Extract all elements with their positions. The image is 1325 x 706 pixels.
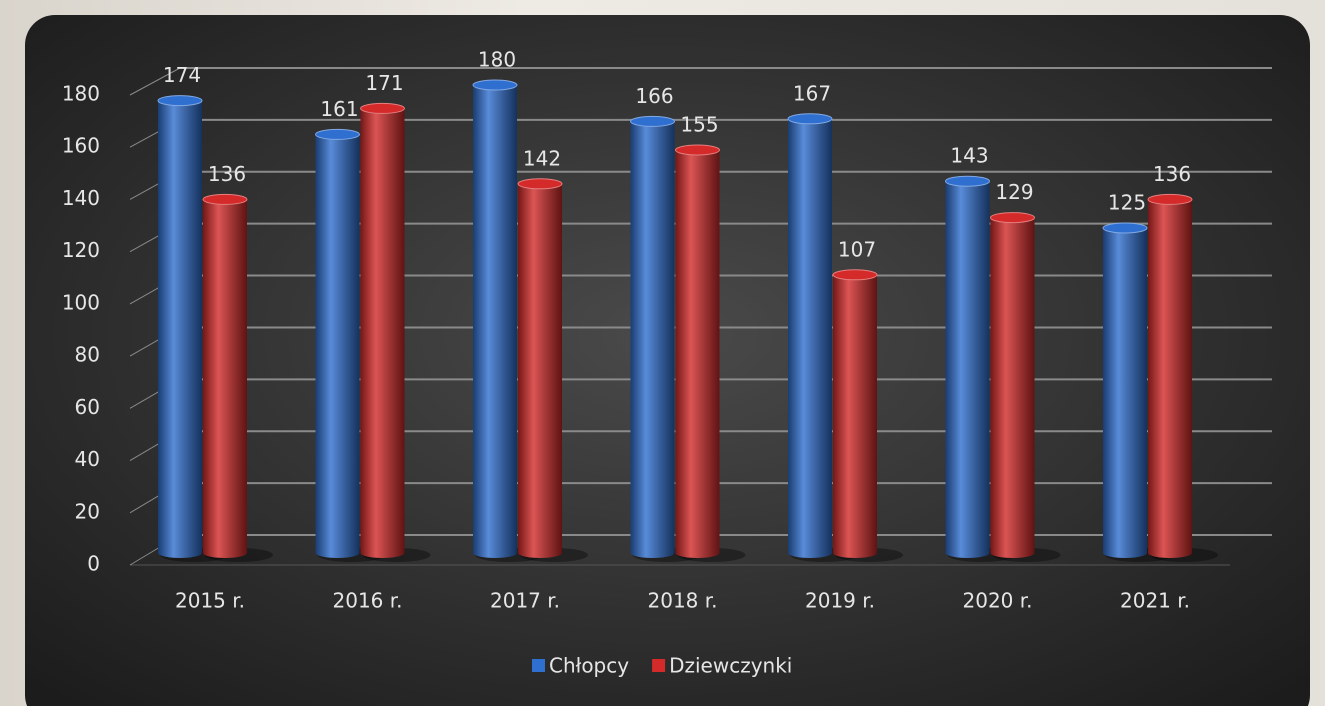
bar-cap — [1102, 222, 1148, 234]
value-label: 166 — [635, 84, 673, 108]
bar-bottom — [518, 548, 562, 558]
bar-cap — [472, 79, 518, 91]
bar-cap — [990, 212, 1035, 224]
y-tick-label: 140 — [62, 186, 100, 210]
bar-bottom — [833, 548, 877, 558]
bar-bottom — [315, 548, 360, 558]
bar — [787, 113, 833, 558]
bar — [472, 79, 518, 558]
value-label: 167 — [793, 81, 831, 105]
y-tick-label: 20 — [75, 499, 100, 523]
bar-body — [788, 118, 832, 554]
x-tick-label: 2020 r. — [963, 589, 1033, 613]
bar-cap — [360, 102, 405, 114]
bar-body — [518, 183, 562, 554]
bar-cap — [945, 175, 990, 187]
x-tick-label: 2021 r. — [1120, 589, 1190, 613]
legend-swatch — [652, 659, 666, 672]
legend-label: Chłopcy — [549, 654, 629, 678]
bar-bottom — [1103, 548, 1147, 558]
bar-bottom — [1148, 548, 1192, 558]
bar-body — [675, 150, 720, 553]
value-label: 125 — [1108, 191, 1146, 215]
bar — [630, 115, 675, 558]
x-tick-label: 2015 r. — [175, 589, 245, 613]
value-label: 143 — [950, 144, 988, 168]
bar — [1102, 222, 1148, 558]
value-label: 136 — [208, 162, 246, 186]
bar — [675, 144, 720, 558]
bar — [315, 128, 360, 558]
bar — [360, 102, 405, 558]
bar-body — [833, 274, 877, 553]
x-tick-label: 2018 r. — [648, 589, 718, 613]
bar — [202, 193, 248, 558]
bar-cap — [517, 178, 563, 190]
value-label: 155 — [680, 113, 718, 137]
grid-line-side — [129, 67, 181, 96]
y-tick-label: 80 — [75, 343, 100, 367]
bar-cap — [157, 95, 203, 107]
bar-body — [315, 134, 360, 553]
bar-body — [630, 121, 675, 554]
value-label: 180 — [478, 48, 516, 72]
legend-label: Dziewczynki — [669, 654, 792, 678]
bar-cap — [630, 115, 675, 127]
bar-cap — [1147, 193, 1193, 205]
value-label: 174 — [163, 63, 201, 87]
value-label: 129 — [995, 180, 1033, 204]
bar-bottom — [675, 548, 720, 558]
y-tick-label: 100 — [62, 290, 100, 314]
bar-bottom — [158, 548, 202, 558]
bar-bottom — [788, 548, 832, 558]
y-tick-label: 40 — [75, 447, 100, 471]
x-tick-label: 2019 r. — [805, 589, 875, 613]
bar-body — [1148, 199, 1192, 553]
bar-cap — [202, 193, 248, 205]
value-label: 136 — [1153, 162, 1191, 186]
bar — [832, 269, 878, 558]
bar — [990, 212, 1035, 558]
value-label: 171 — [365, 71, 403, 95]
bar-body — [203, 199, 247, 553]
bar-bottom — [203, 548, 247, 558]
bar-cap — [787, 113, 833, 125]
bar-body — [945, 181, 990, 553]
value-label: 107 — [838, 237, 876, 261]
y-tick-label: 120 — [62, 238, 100, 262]
bar-body — [360, 108, 405, 554]
y-tick-label: 160 — [62, 134, 100, 158]
y-tick-label: 0 — [87, 552, 100, 576]
bar — [945, 175, 990, 558]
bar-body — [990, 217, 1035, 553]
y-tick-label: 180 — [62, 82, 100, 106]
y-tick-label: 60 — [75, 395, 100, 419]
bar-bottom — [473, 548, 517, 558]
value-label: 142 — [523, 146, 561, 170]
bar — [1147, 193, 1193, 558]
bar-bottom — [990, 548, 1035, 558]
x-tick-label: 2017 r. — [490, 589, 560, 613]
bar-cap — [315, 128, 360, 140]
bar-body — [473, 85, 517, 553]
bar-body — [1103, 228, 1147, 553]
bar-body — [158, 100, 202, 553]
bar — [157, 95, 203, 558]
bar-cap — [675, 144, 720, 156]
bar — [517, 178, 563, 558]
bar-bottom — [360, 548, 405, 558]
value-label: 161 — [320, 97, 358, 121]
x-tick-label: 2016 r. — [333, 589, 403, 613]
legend-swatch — [532, 659, 545, 672]
bar-cap — [832, 269, 878, 281]
bar-bottom — [630, 548, 675, 558]
bar-bottom — [945, 548, 990, 558]
